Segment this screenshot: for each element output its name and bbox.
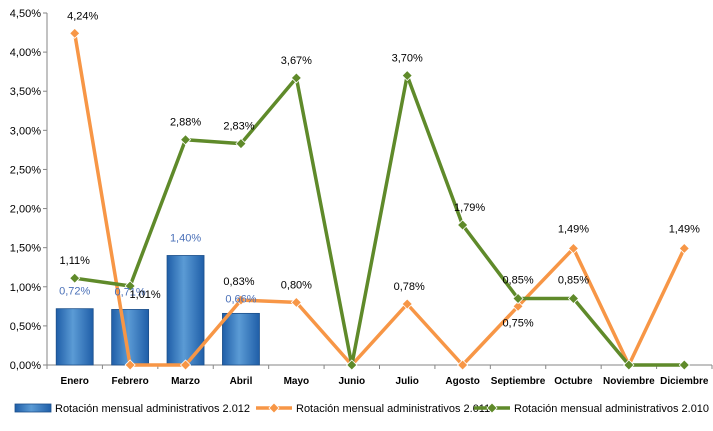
bar-series-2012: [55, 255, 260, 366]
series-2011-point: [290, 296, 302, 308]
data-label-2011: 1,49%: [558, 223, 589, 235]
y-tick-label: 2,50%: [10, 164, 41, 176]
data-labels-group: 0,72% 0,71% 1,40% 0,66% 4,24% 0,83% 0,80% 0,78%…: [59, 10, 700, 329]
series-2011-point: [69, 27, 81, 39]
data-label-2010: 0,85%: [558, 275, 589, 287]
series-2010-point: [124, 280, 136, 292]
x-category-label: Septiembre: [491, 376, 546, 387]
legend-swatch-2012: [14, 403, 52, 413]
series-2010-point: [290, 72, 302, 84]
y-tick-label: 0,00%: [10, 360, 41, 372]
data-label-2010: 2,83%: [223, 121, 254, 133]
x-category-label: Diciembre: [660, 376, 709, 387]
legend-marker-2011: [268, 402, 280, 414]
series-2011-line: [72, 33, 686, 367]
data-label-2011: 0,75%: [502, 317, 533, 329]
series-2010-point: [69, 272, 81, 284]
data-label-2010: 1,01%: [130, 289, 161, 301]
x-category-label: Octubre: [554, 376, 593, 387]
y-tick-label: 4,00%: [10, 47, 41, 59]
data-label-2010: 2,88%: [170, 117, 201, 129]
x-category-label: Julio: [396, 376, 419, 387]
y-tick-label: 3,00%: [10, 125, 41, 137]
series-2011-point: [567, 242, 580, 255]
data-label-2012: 1,40%: [170, 232, 201, 244]
series-2010-point: [401, 70, 413, 82]
x-category-label: Marzo: [171, 376, 200, 387]
y-tick-label: 1,00%: [10, 282, 41, 294]
series-2011-point: [457, 359, 469, 371]
series-2010-point: [457, 219, 469, 231]
data-label-2010: 1,11%: [60, 255, 91, 267]
x-category-label: Febrero: [112, 376, 149, 387]
x-category-label: Junio: [338, 376, 365, 387]
legend-label-2012: Rotación mensual administrativos 2.012: [55, 403, 250, 415]
x-category-label: Abril: [230, 376, 253, 387]
legend: Rotación mensual administrativos 2.012 Ro…: [14, 402, 709, 415]
legend-label-2011: Rotación mensual administrativos 2.011: [296, 403, 490, 415]
series-2011-point: [235, 294, 247, 306]
data-label-2010: 1,79%: [454, 202, 485, 214]
data-label-2011: 0,83%: [223, 276, 254, 288]
series-2010-point: [512, 292, 524, 305]
bar-2012: [166, 255, 205, 366]
series-2010-point: [623, 359, 635, 371]
x-category-label: Enero: [61, 376, 89, 387]
series-2010-point: [179, 134, 192, 146]
series-2011-point: [124, 359, 136, 371]
series-2010-point: [346, 359, 358, 371]
x-category-label: Mayo: [284, 376, 310, 387]
series-2011-point: [512, 300, 524, 312]
series-2010-line: [74, 73, 685, 367]
y-tick-label: 2,00%: [10, 204, 41, 216]
series-2011-point: [678, 242, 690, 255]
series-2011-point: [401, 298, 413, 310]
x-category-label: Agosto: [445, 376, 479, 387]
series-2010-point: [235, 138, 247, 150]
line-series-2010: [69, 70, 690, 371]
bar-2012: [222, 312, 260, 366]
bar-2012: [55, 308, 94, 366]
data-label-2012: 0,72%: [59, 286, 90, 298]
data-label-2012: 0,71%: [115, 286, 146, 298]
data-label-2010: 0,85%: [502, 275, 533, 287]
data-label-2012: 0,66%: [225, 293, 256, 305]
axes-group: 0,00% 0,50% 1,00% 1,50% 2,00% 2,50% 3,00% 3,50%…: [10, 8, 713, 387]
series-2010-point: [678, 359, 690, 371]
y-tick-label: 0,50%: [10, 321, 41, 333]
data-label-2011: 0,78%: [394, 281, 425, 293]
data-label-2010: 3,70%: [392, 53, 423, 65]
legend-label-2010: Rotación mensual administrativos 2.010: [514, 403, 709, 415]
data-label-2011: 0,80%: [281, 279, 312, 291]
legend-marker-2010: [486, 402, 498, 414]
x-category-label: Noviembre: [603, 376, 655, 387]
y-tick-label: 3,50%: [10, 86, 41, 98]
series-2010-point: [567, 292, 580, 305]
data-label-2010: 3,67%: [281, 55, 312, 67]
series-2011-point: [179, 359, 192, 371]
y-tick-label: 4,50%: [10, 8, 41, 20]
y-tick-label: 1,50%: [10, 243, 41, 255]
data-label-2011: 1,49%: [669, 223, 700, 235]
data-label-2011: 4,24%: [67, 10, 98, 22]
